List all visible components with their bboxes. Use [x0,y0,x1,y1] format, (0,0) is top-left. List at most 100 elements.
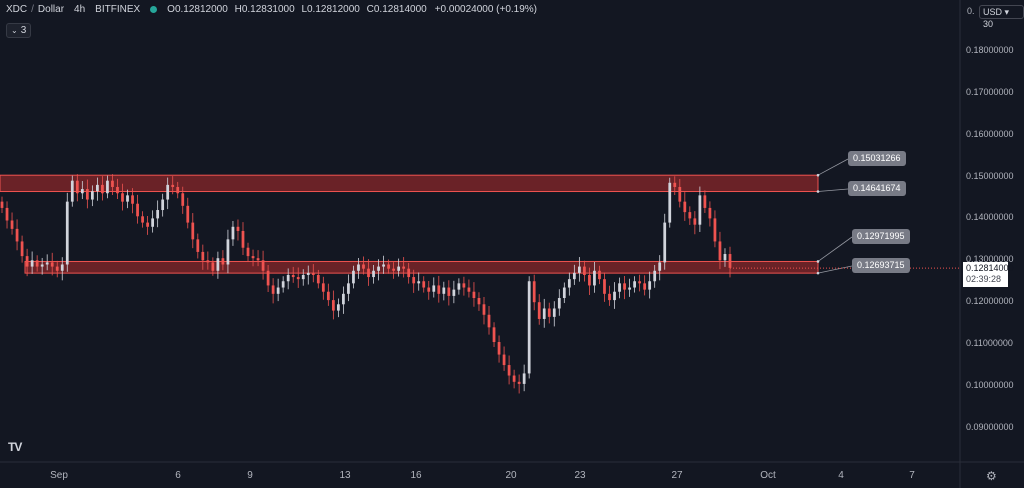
candle-down [206,260,210,263]
candle-down [477,298,481,305]
support-zone[interactable] [24,260,819,274]
interval-label[interactable]: 4h [74,4,86,15]
candle-down [196,239,200,252]
level-tag-lower-bottom[interactable]: 0.12693715 [852,258,910,273]
price-tick-label: 0.15000000 [966,170,1014,181]
time-tick-label: 16 [410,470,422,481]
candle-down [693,218,697,225]
candle-down [673,182,677,187]
time-tick-label: 23 [574,470,586,481]
candle-down [55,266,59,271]
candle-up [567,279,571,288]
price-tick-label: 0.09000000 [966,421,1014,432]
level-tag-connectors [816,158,853,275]
candle-up [542,308,546,319]
candle-up [613,291,616,301]
price-tick-label: 0.12000000 [966,296,1014,307]
candle-up [382,264,385,267]
level-anchor-point[interactable] [816,271,820,275]
candle-down [427,287,431,292]
candle-down [678,186,682,202]
candle-up [80,189,84,194]
candle-down [387,264,390,269]
candle-up [60,264,64,271]
candle-up [166,184,170,200]
level-connector [817,158,849,176]
candle-down [111,180,114,187]
candle-down [487,314,491,328]
resistance-zone[interactable] [0,174,819,193]
symbol-legend[interactable]: XDC / Dollar 4h BITFINEX O0.12812000 H0.… [6,4,537,15]
candle-down [482,304,486,315]
candle-down [507,365,511,376]
time-tick-label: 6 [175,470,181,481]
candle-up [30,260,34,267]
level-tag-upper-bottom[interactable]: 0.14641674 [848,181,906,196]
candle-down [623,283,626,290]
candle-down [517,381,521,384]
candle-down [266,270,270,286]
candle-up [357,264,360,271]
candle-up [337,304,340,311]
candle-down [472,291,476,299]
candle-up [593,270,596,286]
candle-up [723,254,727,261]
time-tick-label: Sep [50,470,68,481]
candlestick-series [0,174,732,394]
candle-down [261,260,265,271]
time-tick-label: 7 [909,470,915,481]
candle-down [713,218,717,242]
candle-down [608,293,611,301]
high-label: H [234,4,242,15]
candle-down [362,264,365,269]
candle-up [281,281,285,288]
candle-up [648,281,652,290]
level-connector [817,188,849,192]
level-tag-lower-top[interactable]: 0.12971995 [852,229,910,244]
candle-up [126,195,129,202]
level-anchor-point[interactable] [816,190,820,193]
candle-down [146,222,149,227]
candle-down [171,184,175,187]
exchange-label[interactable]: BITFINEX [95,4,141,15]
candle-down [547,308,551,317]
candle-down [321,283,325,292]
candle-down [718,241,722,261]
indicators-toggle[interactable]: ⌄ 3 [6,23,32,38]
level-anchor-point[interactable] [816,260,820,263]
candle-down [703,195,707,208]
candle-up [417,281,421,284]
time-tick-label: 13 [339,470,351,481]
candle-up [457,283,461,290]
candle-down [367,268,370,278]
symbol-name[interactable]: XDC [6,4,28,15]
level-anchor-point[interactable] [816,173,820,177]
candle-up [577,266,581,273]
bar-countdown: 02:39:28 [966,274,1002,284]
candle-up [45,262,49,265]
support-resistance-zones[interactable] [0,174,819,274]
candle-up [70,180,74,202]
candle-down [728,254,732,268]
price-tick-label: 0.10000000 [966,380,1014,390]
candle-down [251,256,255,259]
candle-down [316,274,320,284]
candle-down [241,230,245,248]
candle-down [688,212,692,219]
candle-down [311,272,315,275]
candle-down [136,203,139,217]
candle-up [628,287,631,290]
candle-up [618,283,621,292]
currency-selector[interactable]: USD ▾ 30 [979,5,1024,29]
candle-down [85,189,89,200]
candle-down [101,184,104,194]
candle-up [452,289,456,296]
level-tag-upper-top[interactable]: 0.15031266 [848,151,906,166]
quote-currency[interactable]: Dollar [37,4,65,15]
close-value: 0.12814000 [373,4,427,15]
price-tick-label: 0.18000000 [966,44,1014,55]
gear-icon[interactable]: ⚙ [986,469,997,483]
tradingview-logo[interactable]: TV [8,440,22,454]
